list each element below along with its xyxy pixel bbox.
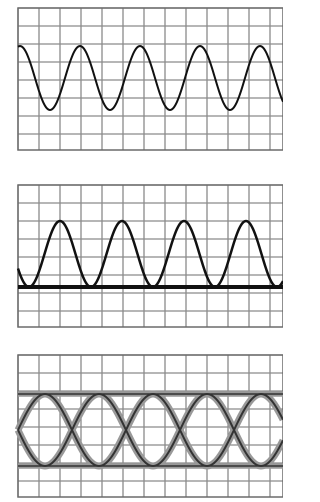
pulse-wave (18, 221, 283, 287)
grid (18, 355, 283, 497)
page: (() => { const svg = document.getElement… (0, 0, 320, 502)
panel-frame (18, 355, 283, 497)
panel-frame (18, 185, 283, 327)
scope-panel (18, 185, 283, 327)
scope-panel (18, 355, 283, 497)
grid (18, 8, 283, 150)
panel-frame (18, 8, 283, 150)
oscilloscope-figure (0, 0, 283, 502)
grid (18, 185, 283, 327)
scope-panel (18, 8, 283, 150)
sine-wave (18, 46, 283, 110)
panels (18, 8, 283, 497)
